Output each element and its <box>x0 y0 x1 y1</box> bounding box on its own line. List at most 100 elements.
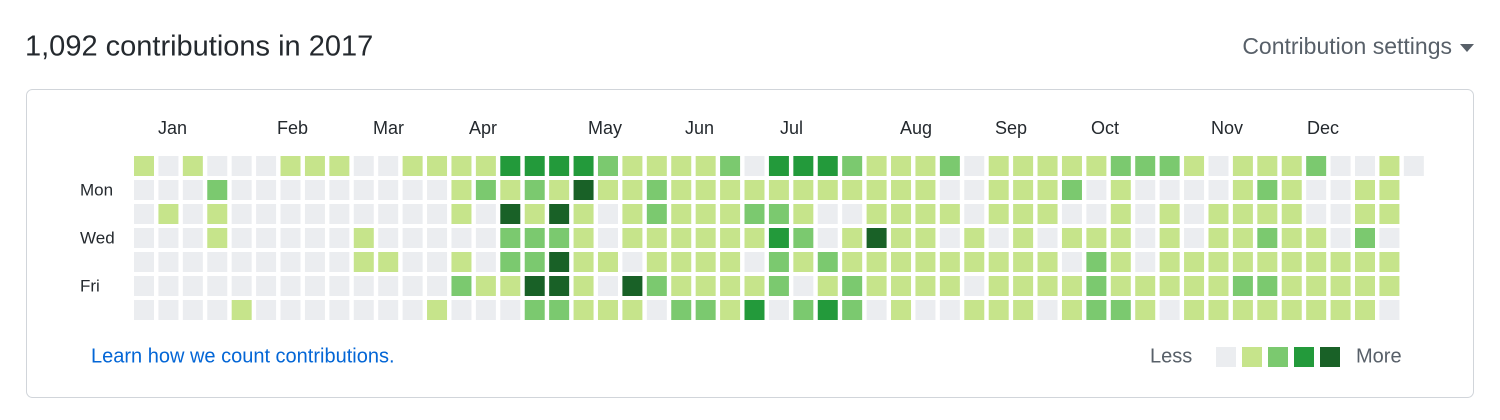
day-cell <box>231 276 252 296</box>
day-cell <box>915 276 936 296</box>
day-cell <box>280 276 301 296</box>
day-cell <box>451 156 472 176</box>
day-cell <box>915 204 936 224</box>
day-cell <box>134 276 154 296</box>
day-cell <box>1110 180 1131 200</box>
day-cell <box>1306 228 1327 248</box>
day-cell <box>207 204 228 224</box>
day-cell <box>866 228 887 248</box>
day-cell <box>207 228 228 248</box>
month-label: Jun <box>685 118 714 138</box>
day-cell <box>964 228 985 248</box>
day-cell <box>964 156 985 176</box>
day-cell <box>451 300 472 320</box>
day-cell <box>622 180 643 200</box>
day-cell <box>549 300 570 320</box>
day-cell <box>378 180 399 200</box>
day-cell <box>524 156 545 176</box>
day-cell <box>304 300 325 320</box>
day-cell <box>1257 252 1278 272</box>
day-cell <box>1110 252 1131 272</box>
day-cell <box>793 300 814 320</box>
day-cell <box>1037 204 1058 224</box>
day-cell <box>720 156 741 176</box>
day-cell <box>158 228 179 248</box>
day-cell <box>475 204 496 224</box>
day-cell <box>1135 156 1156 176</box>
dropdown-caret[interactable] <box>1460 44 1474 52</box>
day-cell <box>988 156 1009 176</box>
day-cell <box>646 156 667 176</box>
day-cell <box>304 180 325 200</box>
day-cell <box>1257 180 1278 200</box>
day-cell <box>280 204 301 224</box>
day-cell <box>451 204 472 224</box>
day-cell <box>768 252 789 272</box>
day-cell <box>988 228 1009 248</box>
day-cell <box>866 276 887 296</box>
day-cell <box>427 276 448 296</box>
day-cell <box>597 300 618 320</box>
day-cell <box>158 204 179 224</box>
day-cell <box>158 252 179 272</box>
day-cell <box>988 204 1009 224</box>
day-cell <box>304 276 325 296</box>
day-cell <box>1208 300 1229 320</box>
day-cell <box>573 180 594 200</box>
day-cell <box>1355 156 1375 176</box>
day-cell <box>1061 180 1082 200</box>
day-cell <box>622 228 643 248</box>
day-cell <box>793 228 814 248</box>
day-cell <box>988 180 1009 200</box>
day-cell <box>427 300 448 320</box>
day-cell <box>695 204 716 224</box>
day-cell <box>1037 276 1058 296</box>
day-cell <box>329 180 350 200</box>
day-cell <box>207 252 228 272</box>
legend-swatch <box>1268 347 1288 367</box>
day-cell <box>475 228 496 248</box>
day-cell <box>549 180 570 200</box>
month-label: Sep <box>995 118 1027 138</box>
day-cell <box>646 204 667 224</box>
day-cell <box>646 228 667 248</box>
day-cell <box>939 156 960 176</box>
day-cell <box>915 156 936 176</box>
day-cell <box>1257 204 1278 224</box>
day-cell <box>1306 300 1327 320</box>
day-cell <box>1281 180 1302 200</box>
day-cell <box>1061 300 1082 320</box>
day-cell <box>744 228 765 248</box>
day-cell <box>182 276 203 296</box>
day-cell <box>988 276 1009 296</box>
day-cell <box>256 252 277 272</box>
day-cell <box>134 180 154 200</box>
day-cell <box>500 204 521 224</box>
day-cell <box>1232 180 1253 200</box>
day-cell <box>500 300 521 320</box>
day-cell <box>524 252 545 272</box>
day-cell <box>744 180 765 200</box>
day-cell <box>1306 204 1327 224</box>
day-cell <box>329 276 350 296</box>
settings-dropdown[interactable]: Contribution settings <box>1242 33 1452 59</box>
day-cell <box>1355 276 1375 296</box>
day-cell <box>427 252 448 272</box>
day-cell <box>622 156 643 176</box>
day-cell <box>939 204 960 224</box>
day-cell <box>817 252 838 272</box>
day-cell <box>427 180 448 200</box>
day-cell <box>1330 180 1351 200</box>
learn-link[interactable]: Learn how we count contributions. <box>91 345 395 367</box>
day-cell <box>158 156 179 176</box>
day-cell <box>134 228 154 248</box>
month-label: Oct <box>1091 118 1119 138</box>
day-cell <box>720 252 741 272</box>
day-cell <box>1257 276 1278 296</box>
day-cell <box>524 180 545 200</box>
month-label: May <box>588 118 622 138</box>
day-cell <box>451 180 472 200</box>
day-cell <box>1281 156 1302 176</box>
day-cell <box>329 156 350 176</box>
day-cell <box>1159 180 1180 200</box>
